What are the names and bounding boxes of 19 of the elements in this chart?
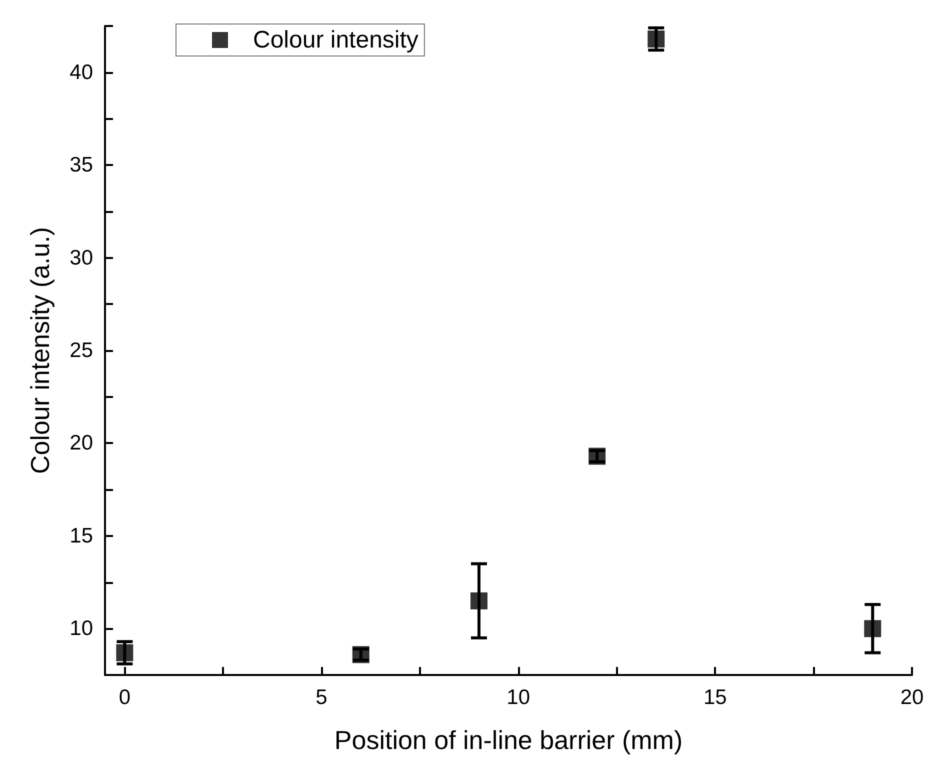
- point: [470, 592, 488, 610]
- x-tick-label: 0: [118, 686, 131, 709]
- point: [116, 644, 134, 662]
- y-tick-label: 10: [70, 617, 93, 640]
- y-tick-label: 15: [70, 524, 93, 548]
- y-axis-title: Colour intensity (a.u.): [25, 226, 55, 474]
- y-tick-label: 40: [70, 60, 93, 84]
- y-tick-label: 20: [70, 432, 93, 455]
- point: [648, 30, 665, 48]
- legend-label: Colour intensity: [253, 26, 418, 54]
- y-tick-label: 30: [70, 246, 93, 270]
- x-axis-title: Position of in-line barrier (mm): [334, 725, 683, 755]
- x-tick-label: 5: [316, 686, 328, 709]
- y-tick-label: 35: [70, 154, 93, 177]
- point: [864, 620, 882, 638]
- x-tick-label: 20: [900, 686, 924, 709]
- x-tick-label: 15: [703, 686, 727, 709]
- y-tick-label: 25: [70, 339, 93, 362]
- x-tick-label: 10: [506, 686, 530, 709]
